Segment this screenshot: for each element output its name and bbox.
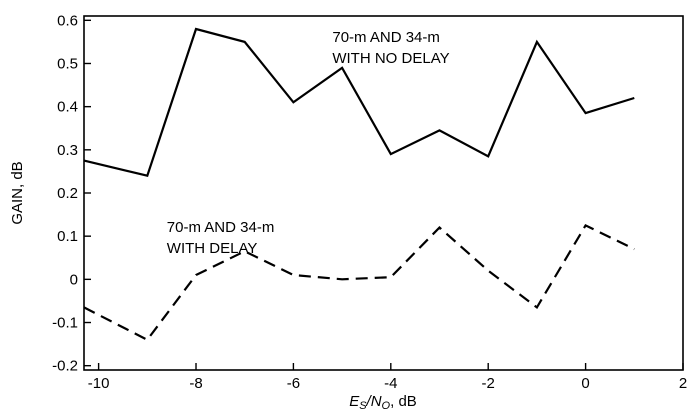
y-tick-label: -0.1	[52, 315, 78, 332]
x-axis-title-mid: /N	[366, 393, 382, 410]
annotation-label: 70-m AND 34-m	[332, 29, 440, 46]
y-tick-label: 0.4	[57, 99, 78, 116]
x-tick-label: -4	[384, 375, 397, 392]
x-axis-title: ES/NO, dB	[349, 393, 417, 412]
y-axis-title: GAIN, dB	[9, 161, 26, 224]
x-tick-label: -6	[287, 375, 300, 392]
x-tick-label: -2	[482, 375, 495, 392]
x-tick-label: 0	[581, 375, 589, 392]
axis-ticks: -10 -8 -6 -4 -2 0 2 -0.2 -0.1 0 0.1 0.2 0.3 0.4 0.5 0.6	[52, 12, 687, 392]
y-tick-label: 0.6	[57, 12, 78, 29]
x-axis-title-main: E	[349, 393, 360, 410]
x-tick-label: -10	[88, 375, 110, 392]
annotation-label: WITH DELAY	[167, 240, 258, 257]
plot-frame	[83, 15, 684, 371]
series-layer	[83, 27, 635, 342]
y-tick-label: 0.5	[57, 55, 78, 72]
x-tick-label: -8	[189, 375, 202, 392]
annotation-label: 70-m AND 34-m	[167, 219, 275, 236]
x-tick-label: 2	[679, 375, 687, 392]
annotation-layer: 70-m AND 34-m WITH NO DELAY 70-m AND 34-m W…	[167, 29, 450, 257]
y-tick-label: -0.2	[52, 358, 78, 375]
y-tick-label: 0.3	[57, 142, 78, 159]
y-tick-label: 0	[70, 271, 78, 288]
y-tick-label: 0.1	[57, 228, 78, 245]
series-line-solid	[83, 27, 635, 178]
x-axis-title-sub1: S	[359, 400, 367, 412]
annotation-label: WITH NO DELAY	[332, 50, 449, 67]
y-tick-label: 0.2	[57, 185, 78, 202]
x-axis-title-tail: , dB	[390, 393, 417, 410]
x-axis-title-sub2: O	[382, 400, 391, 412]
series-line-dashed	[83, 223, 635, 342]
